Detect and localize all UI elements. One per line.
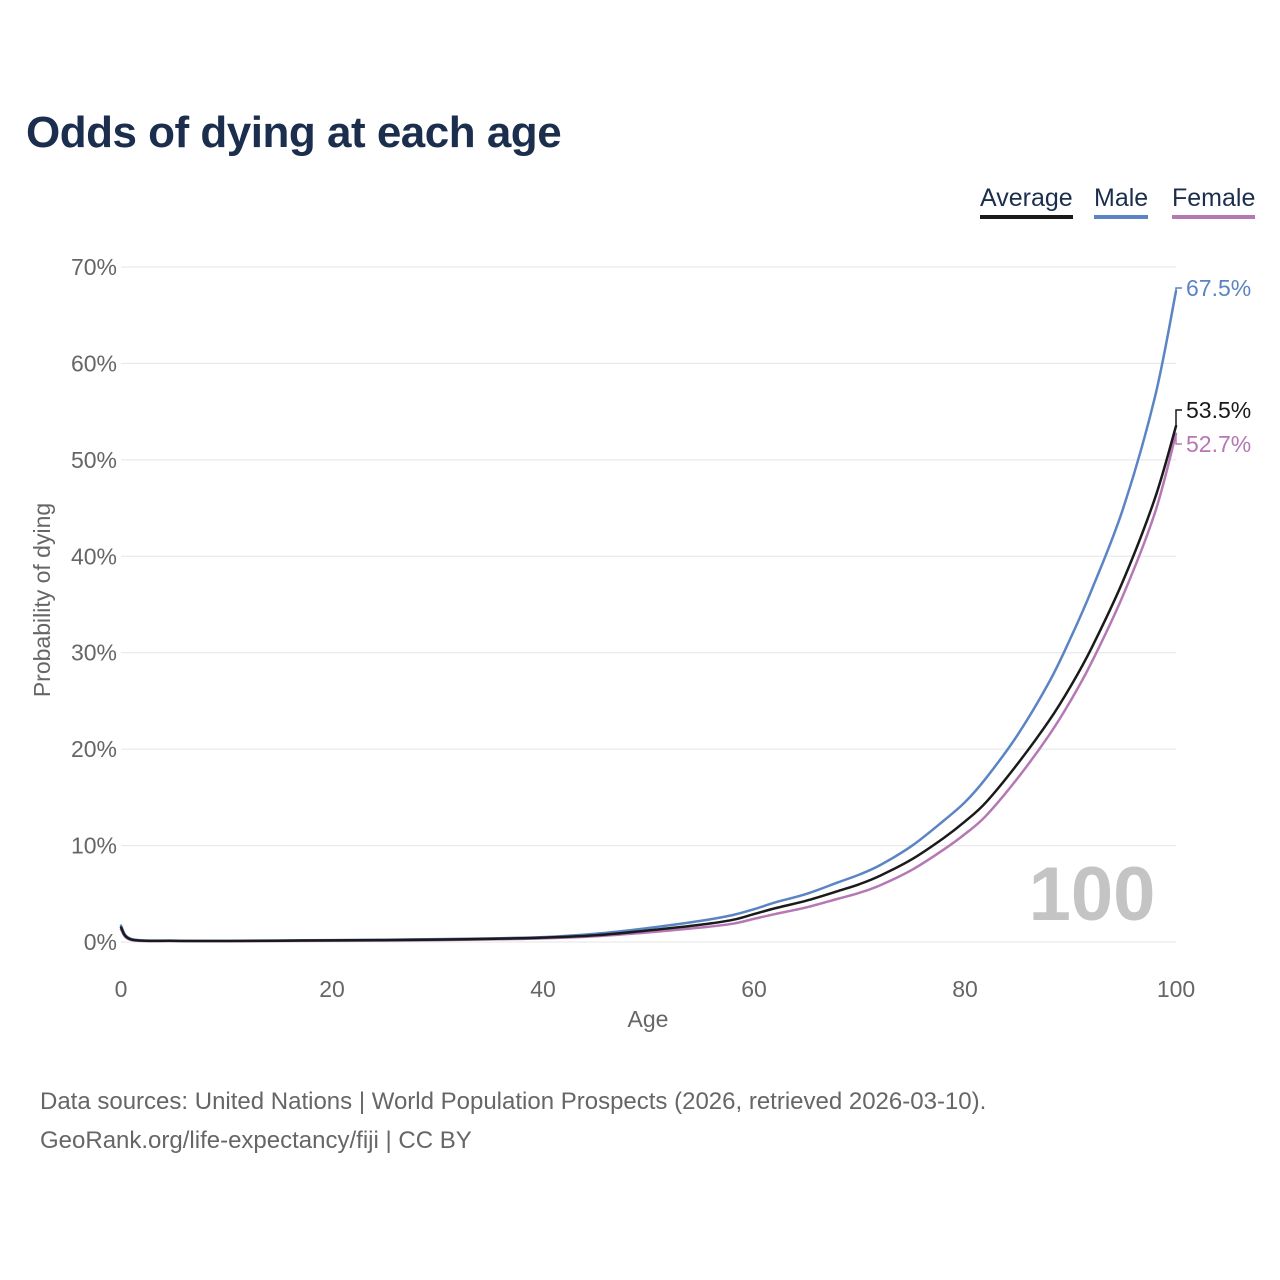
grid-layer: [121, 266, 1176, 943]
end-label-connector-average: [1175, 409, 1182, 427]
end-label-average: 53.5%: [1186, 397, 1251, 423]
y-tick-label: 50%: [71, 447, 117, 473]
x-tick-label: 20: [319, 976, 345, 1002]
x-tick-label: 60: [741, 976, 767, 1002]
y-axis-ticks: 0% 10% 20% 30% 40% 50% 60% 70%: [71, 254, 117, 955]
y-tick-label: 20%: [71, 736, 117, 762]
x-tick-label: 80: [952, 976, 978, 1002]
y-axis-label: Probability of dying: [29, 503, 55, 697]
source-note: Data sources: United Nations | World Pop…: [40, 1088, 987, 1115]
y-tick-label: 60%: [71, 350, 117, 376]
x-tick-label: 40: [530, 976, 556, 1002]
y-tick-label: 70%: [71, 254, 117, 280]
x-tick-label: 0: [115, 976, 128, 1002]
y-tick-label: 10%: [71, 833, 117, 859]
end-label-male: 67.5%: [1186, 275, 1251, 301]
series-layer: [119, 289, 1178, 943]
legend-female[interactable]: Female: [1172, 184, 1256, 219]
chart-title: Odds of dying at each age: [26, 108, 562, 157]
x-tick-label: 100: [1157, 976, 1195, 1002]
end-label-connector-female: [1175, 433, 1182, 445]
end-label-connector-male: [1175, 287, 1182, 292]
y-tick-label: 30%: [71, 640, 117, 666]
end-labels: 53.5% 67.5% 52.7%: [1175, 275, 1251, 457]
x-axis-label: Age: [628, 1006, 669, 1032]
y-tick-label: 40%: [71, 543, 117, 569]
end-label-female: 52.7%: [1186, 431, 1251, 457]
series-line-female: [119, 432, 1178, 943]
watermark-year: 100: [1029, 852, 1156, 937]
attribution-link[interactable]: GeoRank.org/life-expectancy/fiji | CC BY: [40, 1127, 472, 1154]
legend-male[interactable]: Male: [1094, 184, 1149, 219]
series-line-male: [119, 289, 1178, 943]
x-axis-ticks: 0 20 40 60 80 100: [115, 976, 1196, 1002]
legend-average[interactable]: Average: [980, 184, 1073, 219]
y-tick-label: 0%: [84, 929, 117, 955]
series-line-average: [119, 424, 1178, 943]
